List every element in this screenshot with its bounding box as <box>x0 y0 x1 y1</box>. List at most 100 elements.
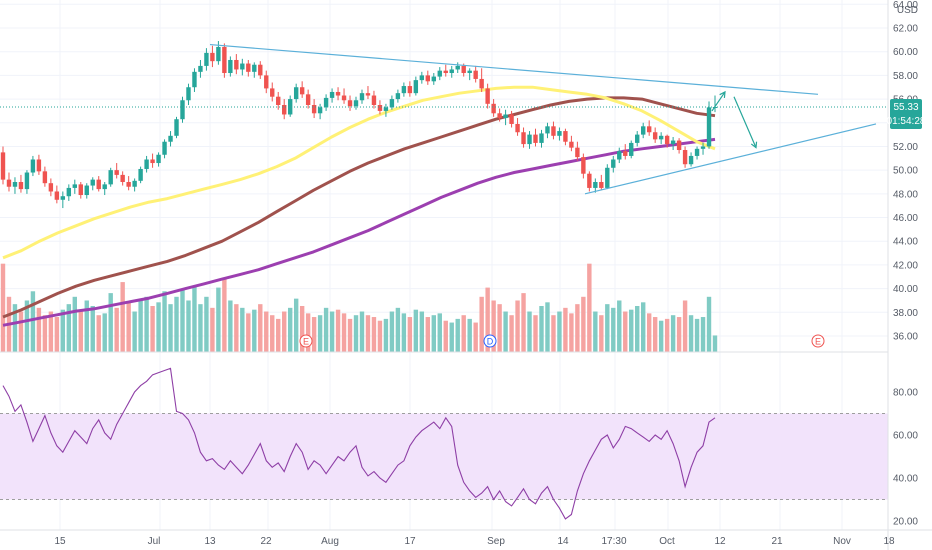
candle-body <box>431 76 436 82</box>
candle-body <box>401 86 407 94</box>
volume-bar <box>108 293 113 352</box>
volume-bar <box>652 317 658 352</box>
candle-body <box>551 126 556 136</box>
candle-body <box>96 179 101 190</box>
candle-body <box>168 135 173 142</box>
time-axis[interactable]: 15 Jul 13 22 Aug 17 Sep 14 17:30 Oct 12 21 Nov 18 <box>54 536 895 547</box>
volume-bar <box>682 300 688 352</box>
volume-bar <box>216 287 221 352</box>
candle-body <box>599 182 604 188</box>
candle-body <box>335 91 341 96</box>
candle-body <box>48 183 54 192</box>
candle-body <box>174 119 179 136</box>
candle-body <box>359 93 365 101</box>
candle-body <box>694 148 700 156</box>
volume-bar <box>646 313 652 352</box>
volume-bar <box>282 311 287 352</box>
volume-bar <box>311 317 317 352</box>
price-tick-label: 40.00 <box>893 284 918 295</box>
event-marker[interactable]: E <box>299 334 313 348</box>
rsi-band <box>0 413 888 500</box>
price-tick-label: 44.00 <box>893 237 918 248</box>
price-tick-label: 58.00 <box>893 71 918 82</box>
candle-body <box>234 59 239 70</box>
projection-arrow[interactable] <box>711 91 726 112</box>
candle-body <box>473 70 478 79</box>
candle-body <box>329 91 335 98</box>
candle-body <box>443 70 448 74</box>
candle-body <box>371 95 377 105</box>
volume-bar <box>611 307 616 352</box>
volume-bar <box>395 307 401 352</box>
ema-yellow-line <box>2 85 716 260</box>
candle-body <box>377 105 383 111</box>
candle-body <box>0 152 6 180</box>
volume-bar <box>276 318 281 352</box>
volume-bar <box>527 311 532 352</box>
upper-trendline[interactable] <box>209 43 819 95</box>
time-tick-label: 12 <box>714 536 726 547</box>
candle-body <box>700 146 706 149</box>
projection-arrow[interactable] <box>733 96 757 148</box>
volume-bar <box>287 307 293 352</box>
volume-bar <box>144 296 149 352</box>
candle-body <box>264 75 269 89</box>
rsi-axis[interactable]: 80.00 60.00 40.00 20.00 <box>893 388 918 528</box>
volume-bar <box>72 296 77 352</box>
trend-lines[interactable] <box>209 43 877 195</box>
volume-bar <box>503 311 508 352</box>
candle-body <box>305 94 311 105</box>
volume-bar <box>258 304 263 352</box>
candle-body <box>180 100 185 120</box>
volume-bar <box>455 318 460 352</box>
price-tick-label: 52.00 <box>893 142 918 153</box>
price-tag-background <box>890 99 922 130</box>
time-tick-label: Aug <box>321 536 339 547</box>
volume-bar <box>515 300 520 352</box>
price-axis[interactable]: USD 64.0062.0060.0058.0056.0054.0052.005… <box>893 0 918 343</box>
event-circle <box>299 334 313 348</box>
time-tick-label: 17 <box>404 536 416 547</box>
candle-body <box>240 63 245 70</box>
candle-body <box>54 191 60 200</box>
volume-bar <box>371 317 377 352</box>
volume-bar <box>270 315 275 352</box>
candle-body <box>311 105 317 114</box>
time-tick-label: 13 <box>204 536 216 547</box>
projection-arrowhead <box>719 90 726 98</box>
volume-bar <box>407 317 413 352</box>
volume-bar <box>150 306 155 352</box>
volume-bar <box>419 311 425 352</box>
volume-bar <box>204 296 209 352</box>
candle-body <box>515 123 520 133</box>
candle-body <box>84 185 89 196</box>
rsi-tick-label: 20.00 <box>893 517 918 528</box>
price-tick-label: 62.00 <box>893 24 918 35</box>
candle-body <box>42 171 48 184</box>
last-price-tag: 55.33 01:54:28 <box>887 99 926 130</box>
volume-bar <box>180 289 185 352</box>
volume-bar <box>635 306 640 352</box>
price-tick-label: 48.00 <box>893 189 918 200</box>
countdown-label: 01:54:28 <box>887 116 926 127</box>
candle-body <box>676 140 682 151</box>
candle-body <box>479 78 484 89</box>
candle-body <box>587 173 592 188</box>
candle-body <box>36 159 42 172</box>
candle-body <box>646 126 652 133</box>
volume-bar <box>317 315 323 352</box>
volume-bar <box>509 315 514 352</box>
candle-body <box>192 71 197 88</box>
candle-body <box>521 132 526 145</box>
candle-body <box>395 93 401 100</box>
price-tick-label: 46.00 <box>893 213 918 224</box>
candle-body <box>623 151 628 156</box>
volume-bar <box>569 313 574 352</box>
volume-bar <box>126 302 131 352</box>
event-marker[interactable]: E <box>811 334 825 348</box>
lower-trendline[interactable] <box>584 123 877 195</box>
event-marker[interactable]: D <box>483 334 497 348</box>
volume-bar <box>670 315 676 352</box>
candle-body <box>593 182 598 188</box>
